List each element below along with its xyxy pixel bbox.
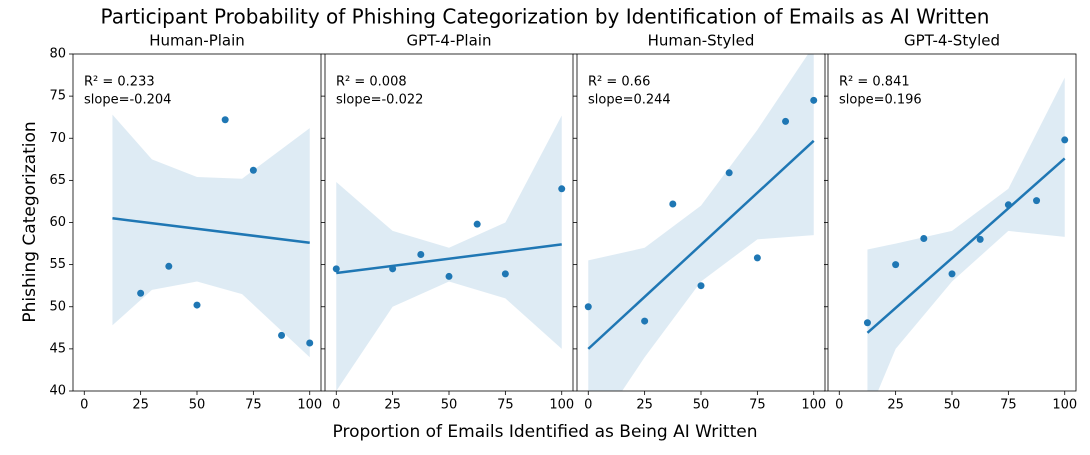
point [137,289,145,297]
y-tick-label: 55 [49,257,66,272]
point [697,282,705,290]
point [892,261,900,269]
x-tick-label: 75 [1000,398,1017,413]
plot-area [584,54,818,391]
point [306,339,314,347]
y-tick-label: 65 [49,173,66,188]
point [1061,136,1069,144]
panel-title: Human-Styled [648,32,755,50]
point [810,96,818,104]
point [445,272,453,280]
y-tick-label: 40 [49,384,66,399]
confidence-band [112,114,310,358]
point [669,200,677,208]
point [920,235,928,243]
x-tick-label: 100 [549,398,574,413]
plot-area [863,77,1069,391]
x-tick-label: 0 [332,398,340,413]
y-tick-label: 80 [49,47,66,62]
x-tick-label: 25 [132,398,149,413]
confidence-band [588,54,814,391]
point [584,303,592,311]
point [417,251,425,259]
y-axis-label: Phishing Categorization [20,121,40,322]
x-tick-label: 0 [584,398,592,413]
y-tick-label: 70 [49,131,66,146]
regression-line [336,243,562,275]
annotation: R² = 0.233 [84,75,155,90]
x-tick-label: 50 [189,398,206,413]
point [389,265,397,273]
figure-title: Participant Probability of Phishing Cate… [101,5,990,29]
x-tick-label: 50 [944,398,961,413]
point [249,166,257,174]
point [221,116,229,124]
panel-title: GPT-4-Plain [407,32,492,50]
annotation: slope=-0.022 [336,93,423,108]
point [332,265,340,273]
annotation: slope=-0.204 [84,93,171,108]
point [753,254,761,262]
point [1004,201,1012,209]
y-tick-label: 75 [49,89,66,104]
x-tick-label: 0 [80,398,88,413]
point [558,185,566,193]
point [725,169,733,177]
point [863,319,871,327]
point [641,317,649,325]
x-tick-label: 100 [801,398,826,413]
x-tick-label: 75 [245,398,262,413]
point [193,301,201,309]
annotation: slope=0.244 [588,93,671,108]
x-axis-label: Proportion of Emails Identified as Being… [333,422,758,442]
x-tick-label: 75 [749,398,766,413]
regression-line [112,217,310,244]
panel-title: Human-Plain [149,32,245,50]
x-tick-label: 75 [497,398,514,413]
point [473,220,481,228]
annotation: slope=0.196 [839,93,922,108]
point [278,331,286,339]
x-tick-label: 25 [636,398,653,413]
x-tick-label: 100 [1052,398,1077,413]
point [165,262,173,270]
annotation: R² = 0.841 [839,75,910,90]
y-tick-label: 60 [49,215,66,230]
point [948,270,956,278]
plot-area [112,114,314,358]
x-tick-label: 25 [384,398,401,413]
annotation: R² = 0.008 [336,75,407,90]
annotation: R² = 0.66 [588,75,650,90]
y-tick-label: 50 [49,299,66,314]
x-tick-label: 50 [693,398,710,413]
confidence-band [336,115,562,391]
point [501,270,509,278]
x-tick-label: 0 [835,398,843,413]
x-tick-label: 50 [441,398,458,413]
x-tick-label: 25 [887,398,904,413]
regression-line [587,139,815,350]
confidence-band [867,77,1065,391]
point [976,235,984,243]
point [782,117,790,125]
y-tick-label: 45 [49,341,66,356]
point [1033,197,1041,205]
plot-area [332,115,566,391]
panel-title: GPT-4-Styled [904,32,1000,50]
x-tick-label: 100 [297,398,322,413]
regression-line [866,157,1066,334]
